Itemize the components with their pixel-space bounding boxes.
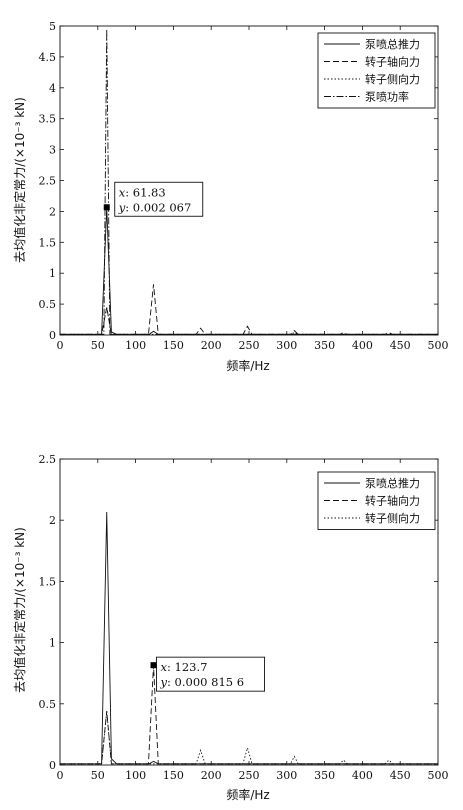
- chart-top-y-tick-label: 4.5: [39, 51, 57, 64]
- chart-bottom-y-label: 去均值化非定常力/(×10⁻³ kN): [12, 527, 27, 693]
- chart-top-series-line: [60, 29, 438, 335]
- chart-bottom-x-tick-label: 150: [163, 769, 184, 782]
- chart-top-legend-label: 泵喷总推力: [365, 37, 420, 51]
- chart-bottom-y-tick-label: 1: [49, 637, 56, 650]
- chart-top-series-line: [60, 307, 438, 335]
- chart-bottom-series-line: [60, 665, 438, 765]
- chart-top-legend-label: 转子轴向力: [365, 55, 420, 69]
- chart-bottom-x-tick-label: 0: [57, 769, 64, 782]
- chart-top-legend-box: [317, 32, 436, 109]
- chart-top-x-tick-label: 500: [428, 339, 449, 352]
- chart-bottom: 0 50 100 150 200 250 300 350 400 450 500 0 0.5 1 1.5 2 2…: [39, 453, 449, 782]
- chart-top-y-tick-label: 3.5: [39, 113, 57, 126]
- chart-bottom-legend-label: 转子轴向力: [365, 494, 420, 508]
- chart-bottom-x-tick-label: 450: [390, 769, 411, 782]
- chart-bottom-datatip-y: y: 0.000 815 6: [160, 675, 245, 689]
- chart-top-datatip-x: x: 61.83: [119, 185, 166, 199]
- chart-bottom-x-label: 频率/Hz: [226, 787, 269, 802]
- chart-top-x-tick-label: 350: [314, 339, 335, 352]
- chart-top-y-tick-label: 1: [49, 267, 56, 280]
- chart-top-x-tick-label: 100: [125, 339, 146, 352]
- chart-bottom-x-tick-label: 200: [201, 769, 222, 782]
- chart-bottom-x-tick-label: 100: [125, 769, 146, 782]
- chart-top-datatip-box: [114, 181, 204, 217]
- chart-top-y-tick-label: 1.5: [39, 236, 57, 249]
- chart-bottom-series-line: [60, 511, 438, 765]
- chart-top-y-tick-label: 0: [49, 329, 56, 342]
- chart-top-x-tick-label: 0: [57, 339, 64, 352]
- chart-bottom-datatip-marker: [150, 662, 157, 669]
- chart-bottom-legend-label: 泵喷总推力: [365, 476, 420, 490]
- chart-top-legend-label: 转子侧向力: [365, 72, 420, 86]
- chart-top-y-label: 去均值化非定常力/(×10⁻³ kN): [12, 97, 27, 263]
- chart-top-x-tick-label: 50: [91, 339, 105, 352]
- chart-top-y-tick-label: 5: [49, 20, 56, 33]
- chart-top-datatip-marker: [103, 204, 110, 211]
- chart-bottom-x-tick-label: 500: [428, 769, 449, 782]
- chart-top: 0 50 100 150 200 250 300 350 400 450 500 0 0.5 1 1.5 2 2…: [39, 20, 449, 352]
- chart-bottom-y-tick-label: 0.5: [39, 698, 57, 711]
- chart-top-x-label: 频率/Hz: [226, 358, 269, 373]
- chart-bottom-legend-label: 转子侧向力: [365, 511, 420, 525]
- chart-top-y-tick-label: 2: [49, 205, 56, 218]
- chart-bottom-y-tick-label: 2: [49, 514, 56, 527]
- chart-bottom-x-tick-label: 350: [314, 769, 335, 782]
- chart-top-y-tick-label: 2.5: [39, 175, 57, 188]
- chart-top-x-tick-label: 150: [163, 339, 184, 352]
- chart-top-datatip-y: y: 0.002 067: [118, 200, 192, 214]
- chart-top-y-tick-label: 0.5: [39, 298, 57, 311]
- chart-top-x-tick-label: 300: [276, 339, 297, 352]
- chart-bottom-x-tick-label: 250: [239, 769, 260, 782]
- chart-top-x-tick-label: 250: [239, 339, 260, 352]
- chart-bottom-datatip-x: x: 123.7: [161, 660, 208, 674]
- chart-bottom-x-tick-label: 50: [91, 769, 105, 782]
- chart-bottom-datatip-box: [156, 656, 265, 692]
- chart-top-y-tick-label: 3: [49, 144, 56, 157]
- chart-bottom-x-tick-label: 300: [276, 769, 297, 782]
- chart-top-x-tick-label: 450: [390, 339, 411, 352]
- chart-top-x-tick-label: 200: [201, 339, 222, 352]
- chart-top-y-tick-label: 4: [49, 82, 56, 95]
- chart-bottom-y-tick-label: 2.5: [39, 453, 57, 466]
- chart-bottom-y-tick-label: 0: [49, 759, 56, 772]
- chart-bottom-x-tick-label: 400: [352, 769, 373, 782]
- chart-top-legend-label: 泵喷功率: [365, 90, 409, 104]
- chart-bottom-y-tick-label: 1.5: [39, 575, 57, 588]
- chart-top-x-tick-label: 400: [352, 339, 373, 352]
